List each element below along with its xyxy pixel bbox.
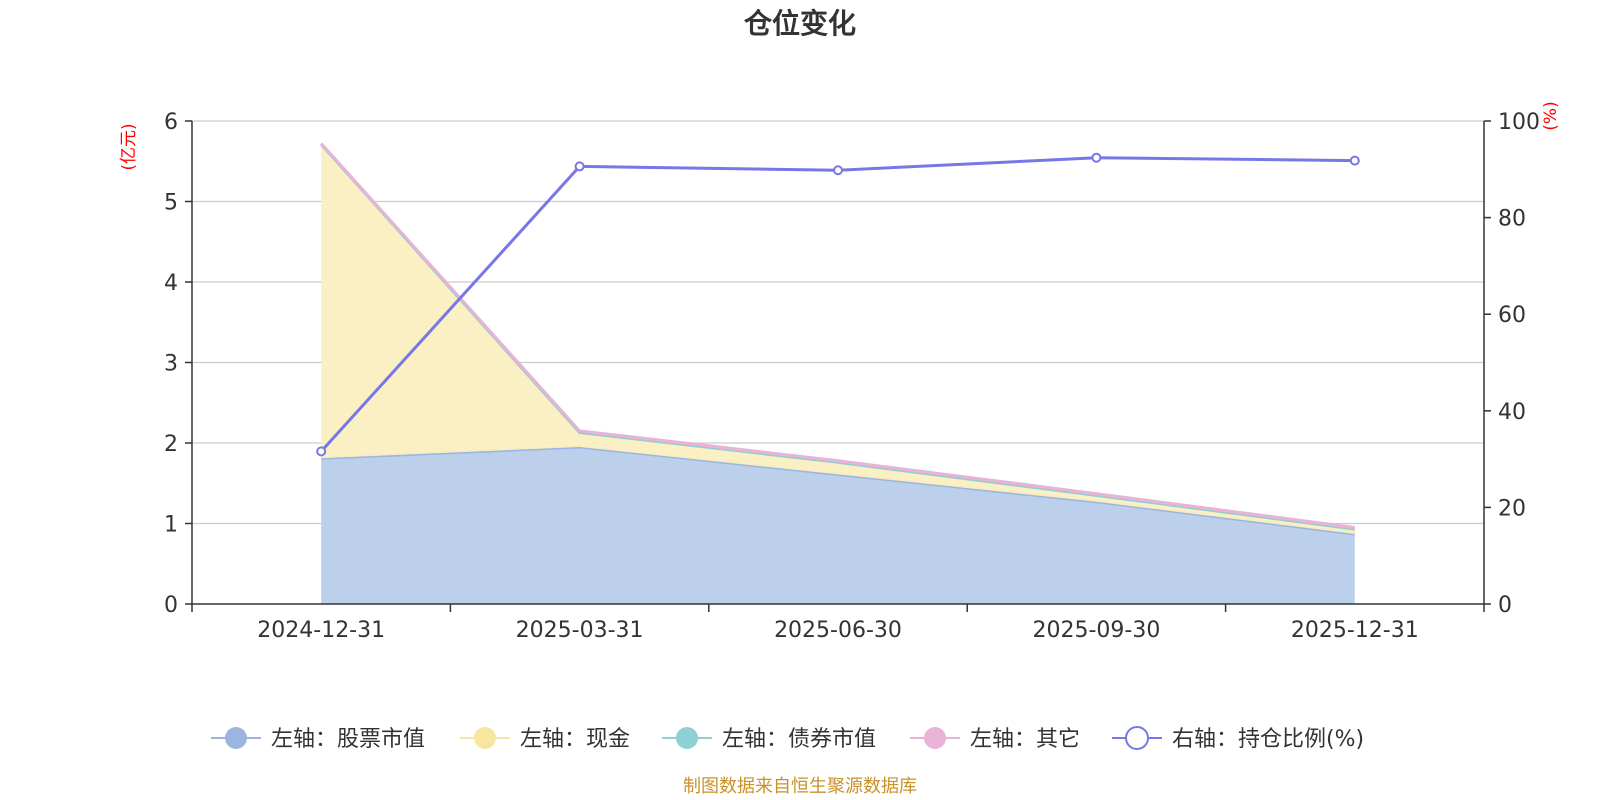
area-line [320, 142, 1355, 530]
left-tick-label: 1 [164, 513, 178, 538]
right-tick-label: 20 [1498, 496, 1526, 521]
right-tick-label: 80 [1498, 207, 1526, 232]
left-tick-label: 4 [164, 271, 178, 296]
legend: 左轴：股票市值 左轴：现金 左轴：债券市值 左轴：其它 右轴：持仓比例(%) [211, 726, 1364, 752]
x-tick-label: 2025-03-31 [516, 618, 644, 643]
x-tick-label: 2025-12-31 [1291, 618, 1419, 643]
legend-label: 左轴：其它 [970, 727, 1080, 752]
x-tick-label: 2025-09-30 [1032, 618, 1160, 643]
left-axis-unit: (亿元) [119, 123, 139, 170]
area-fill [321, 447, 1355, 604]
left-tick-label: 2 [164, 432, 178, 457]
legend-label: 左轴：现金 [520, 727, 630, 752]
x-tick-label: 2024-12-31 [257, 618, 385, 643]
left-tick-label: 6 [164, 110, 178, 135]
ratio-point [1091, 152, 1102, 163]
area-layers [320, 142, 1355, 604]
series-lines [316, 152, 1360, 457]
legend-marker [474, 727, 496, 749]
right-tick-label: 40 [1498, 400, 1526, 425]
right-axis-unit: (%) [1541, 101, 1561, 130]
legend-label: 左轴：债券市值 [722, 727, 876, 752]
area-fill [321, 144, 1355, 534]
right-tick-label: 0 [1498, 593, 1512, 618]
right-tick-label: 60 [1498, 303, 1526, 328]
chart-title: 仓位变化 [744, 7, 856, 40]
legend-marker [676, 727, 698, 749]
legend-label: 左轴：股票市值 [271, 727, 425, 752]
legend-marker [1125, 726, 1149, 750]
source-note: 制图数据来自恒生聚源数据库 [683, 776, 917, 797]
left-tick-label: 0 [164, 593, 178, 618]
ratio-point [1349, 155, 1360, 166]
left-tick-label: 3 [164, 352, 178, 377]
ratio-point [833, 165, 843, 176]
legend-label: 右轴：持仓比例(%) [1172, 727, 1364, 752]
right-tick-label: 100 [1498, 110, 1540, 135]
ratio-point [574, 161, 585, 172]
x-tick-label: 2025-06-30 [774, 618, 902, 643]
ratio-point [316, 446, 327, 457]
legend-marker [924, 727, 946, 749]
legend-marker [225, 727, 247, 749]
left-tick-label: 5 [164, 191, 178, 216]
